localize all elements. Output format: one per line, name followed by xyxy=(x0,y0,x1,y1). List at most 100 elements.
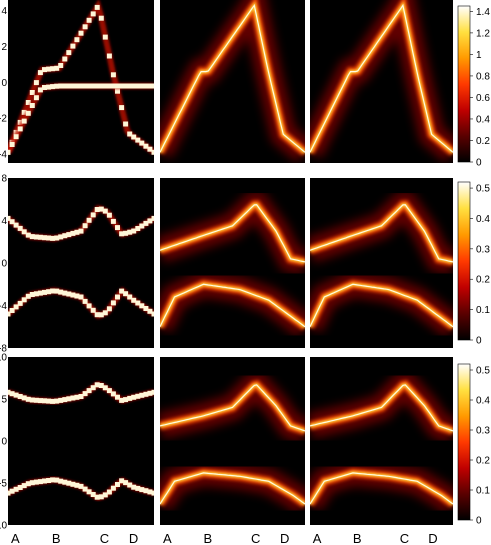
spectral-panel-r2c1 xyxy=(160,357,305,525)
y-tick-label: 2 xyxy=(1,42,7,53)
band-point xyxy=(102,492,108,498)
band-point xyxy=(78,483,84,489)
band-point xyxy=(139,140,145,146)
band-point xyxy=(139,303,145,309)
band-point xyxy=(13,304,19,310)
colorbar-tick-label: 0 xyxy=(476,516,482,527)
band-point xyxy=(70,481,76,487)
band-point xyxy=(74,83,80,89)
band-point xyxy=(98,83,104,89)
band-point xyxy=(66,232,72,238)
band-point xyxy=(9,142,15,147)
band-point xyxy=(143,306,149,311)
band-point xyxy=(62,56,68,62)
band-point xyxy=(58,478,64,484)
band-point xyxy=(127,229,133,235)
band-point xyxy=(82,298,88,304)
band-point xyxy=(66,291,72,297)
band-point xyxy=(21,297,27,303)
band-point xyxy=(54,65,60,71)
band-point xyxy=(151,215,154,221)
band-point xyxy=(33,291,39,297)
band-point xyxy=(13,486,19,492)
band-point xyxy=(74,229,80,235)
band-point xyxy=(86,303,92,309)
band-point xyxy=(123,291,129,297)
band-point xyxy=(123,230,129,236)
kpoint-label-b: B xyxy=(203,531,212,545)
band-point xyxy=(58,289,64,295)
band-point xyxy=(62,290,68,296)
band-point xyxy=(46,84,52,90)
band-point xyxy=(94,312,100,318)
band-point xyxy=(131,484,137,490)
colorbar-tick-label: 0.2 xyxy=(476,456,490,467)
band-point xyxy=(58,397,64,403)
band-point xyxy=(58,234,64,240)
colorbar-tick-label: 0.4 xyxy=(476,214,490,225)
band-point xyxy=(115,88,120,94)
colorbar-2 xyxy=(457,363,471,521)
band-point xyxy=(110,72,116,78)
y-tick-label: 10 xyxy=(0,353,7,364)
spectral-panel-r2c2 xyxy=(310,357,453,525)
kpoint-label-d: D xyxy=(428,531,437,545)
band-point xyxy=(127,83,133,89)
colorbar-tick-label: 1.2 xyxy=(476,28,490,39)
band-point xyxy=(78,30,84,36)
band-point xyxy=(42,398,47,404)
band-point xyxy=(135,300,141,306)
band-point xyxy=(70,292,76,298)
band-point xyxy=(46,66,52,72)
band-point xyxy=(86,83,92,89)
band-point xyxy=(9,219,15,225)
band-point xyxy=(37,290,43,296)
band-point xyxy=(25,110,31,116)
band-point xyxy=(25,232,31,238)
colorbar-tick-label: 0.5 xyxy=(476,366,490,377)
band-point xyxy=(115,394,120,400)
band-core xyxy=(160,384,305,432)
kpoint-label-d: D xyxy=(129,531,138,545)
band-point xyxy=(8,215,11,221)
band-point xyxy=(58,83,64,89)
colorbar-tick-label: 0.1 xyxy=(476,305,490,316)
band-point xyxy=(82,391,88,397)
band-point xyxy=(90,83,96,89)
band-point xyxy=(50,398,56,404)
band-point xyxy=(42,289,47,295)
band-point xyxy=(66,396,72,402)
band-point xyxy=(17,126,23,132)
band-point xyxy=(74,394,80,400)
band-core xyxy=(310,384,453,432)
band-point xyxy=(33,479,39,485)
colorbar-tick-label: 0.8 xyxy=(476,71,490,82)
band-point xyxy=(50,477,56,483)
colorbar-tick-label: 0.4 xyxy=(476,115,490,126)
band-point xyxy=(54,83,60,89)
band-point xyxy=(135,485,141,491)
band-point xyxy=(70,230,76,236)
band-point xyxy=(98,494,104,500)
kpoint-label-c: C xyxy=(251,531,260,545)
band-point xyxy=(143,143,149,149)
band-point xyxy=(98,206,104,212)
band-point xyxy=(139,223,145,229)
band-point xyxy=(119,397,125,403)
band-point xyxy=(151,149,154,155)
band-point xyxy=(78,228,84,234)
band-point xyxy=(42,235,47,241)
band-point xyxy=(42,67,47,73)
band-point xyxy=(25,481,31,487)
band-point xyxy=(37,479,43,485)
band-point xyxy=(135,137,141,143)
band-point xyxy=(13,222,19,228)
band-point xyxy=(135,393,141,399)
band-point xyxy=(106,83,112,89)
band-point xyxy=(110,83,116,89)
band-point xyxy=(90,385,96,391)
band-point xyxy=(139,83,145,89)
band-point xyxy=(21,395,27,401)
band-point xyxy=(127,482,133,488)
